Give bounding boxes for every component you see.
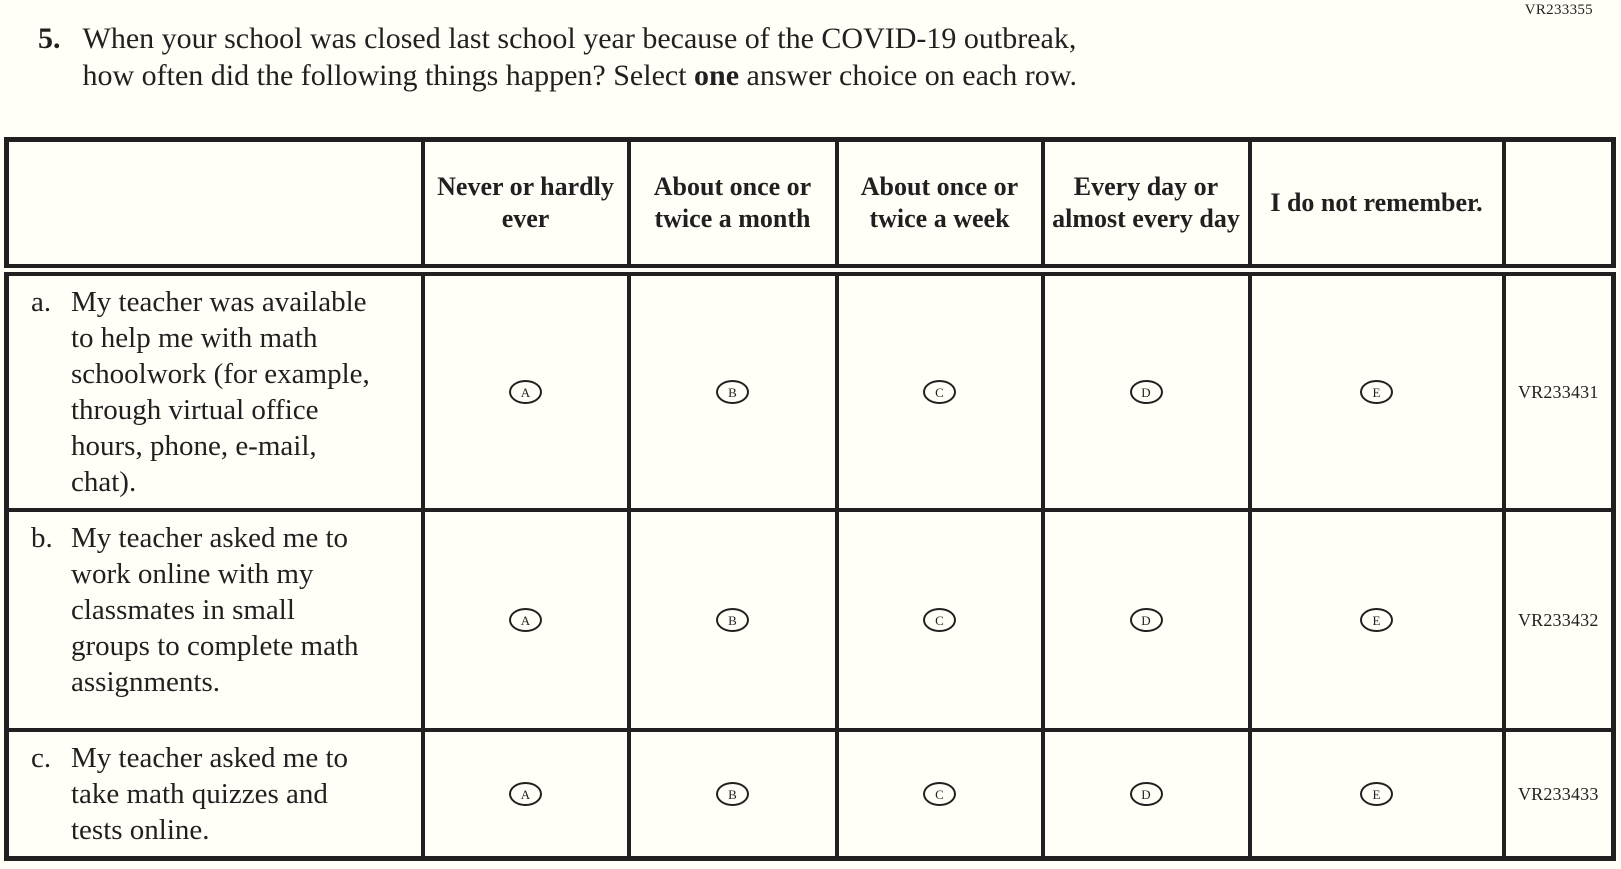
table-row-a: a. My teacher was available to help me w… [4,268,1616,512]
column-header-do-not-remember: I do not remember. [1247,137,1506,276]
answer-bubble-b[interactable]: B [716,608,749,632]
option-cell: D [1040,268,1252,512]
option-cell: E [1247,728,1506,861]
option-cell: D [1040,728,1252,861]
answer-bubble-c[interactable]: C [923,608,956,632]
answer-bubble-d[interactable]: D [1129,380,1163,404]
answer-bubble-c[interactable]: C [923,380,956,404]
question-text: When your school was closed last school … [83,20,1459,94]
answer-bubble-c[interactable]: C [923,782,956,806]
answer-bubble-e[interactable]: E [1360,782,1393,806]
option-cell: A [420,728,631,861]
page-form-code: VR233355 [1524,2,1593,18]
table-row-b: b. My teacher asked me to work online wi… [4,508,1616,732]
item-letter: a. [31,286,52,318]
answer-bubble-d[interactable]: D [1129,782,1163,806]
option-cell: A [420,268,631,512]
option-cell: E [1247,508,1506,732]
code-column-header [1501,137,1616,276]
question-block: 5. When your school was closed last scho… [38,20,1458,94]
item-column-header [4,137,425,276]
item-statement-cell: c. My teacher asked me to take math quiz… [4,728,425,861]
option-cell: C [834,508,1045,732]
option-cell: B [626,728,839,861]
question-line-1: When your school was closed last school … [82,22,1077,55]
item-text: My teacher asked me to take math quizzes… [71,742,349,846]
item-text: My teacher asked me to work online with … [71,522,359,698]
option-cell: B [626,508,839,732]
response-matrix-table: Never or hardly ever About once or twice… [4,137,1616,861]
answer-bubble-b[interactable]: B [716,380,749,404]
question-number: 5. [38,22,61,55]
option-cell: D [1040,508,1252,732]
column-header-once-twice-month: About once or twice a month [626,137,839,276]
item-statement-cell: b. My teacher asked me to work online wi… [4,508,425,732]
answer-bubble-b[interactable]: B [716,782,749,806]
item-letter: b. [31,522,53,554]
answer-bubble-a[interactable]: A [509,380,542,404]
option-cell: B [626,268,839,512]
header-row: Never or hardly ever About once or twice… [4,137,1616,276]
row-variable-code: VR233432 [1501,508,1616,732]
column-header-once-twice-week: About once or twice a week [834,137,1045,276]
option-cell: A [420,508,631,732]
answer-bubble-d[interactable]: D [1129,608,1163,632]
item-letter: c. [31,742,52,774]
item-text: My teacher was available to help me with… [71,286,370,498]
answer-bubble-e[interactable]: E [1360,608,1393,632]
column-header-never: Never or hardly ever [420,137,631,276]
option-cell: C [834,728,1045,861]
item-statement-cell: a. My teacher was available to help me w… [4,268,425,512]
answer-bubble-e[interactable]: E [1360,380,1393,404]
option-cell: C [834,268,1045,512]
column-header-every-day: Every day or almost every day [1040,137,1252,276]
row-variable-code: VR233431 [1501,268,1616,512]
question-line-2: how often did the following things happe… [82,59,1077,92]
row-variable-code: VR233433 [1501,728,1616,861]
table-row-c: c. My teacher asked me to take math quiz… [4,728,1616,861]
answer-bubble-a[interactable]: A [509,782,542,806]
option-cell: E [1247,268,1506,512]
question-bold-word: one [694,59,740,92]
answer-bubble-a[interactable]: A [509,608,542,632]
